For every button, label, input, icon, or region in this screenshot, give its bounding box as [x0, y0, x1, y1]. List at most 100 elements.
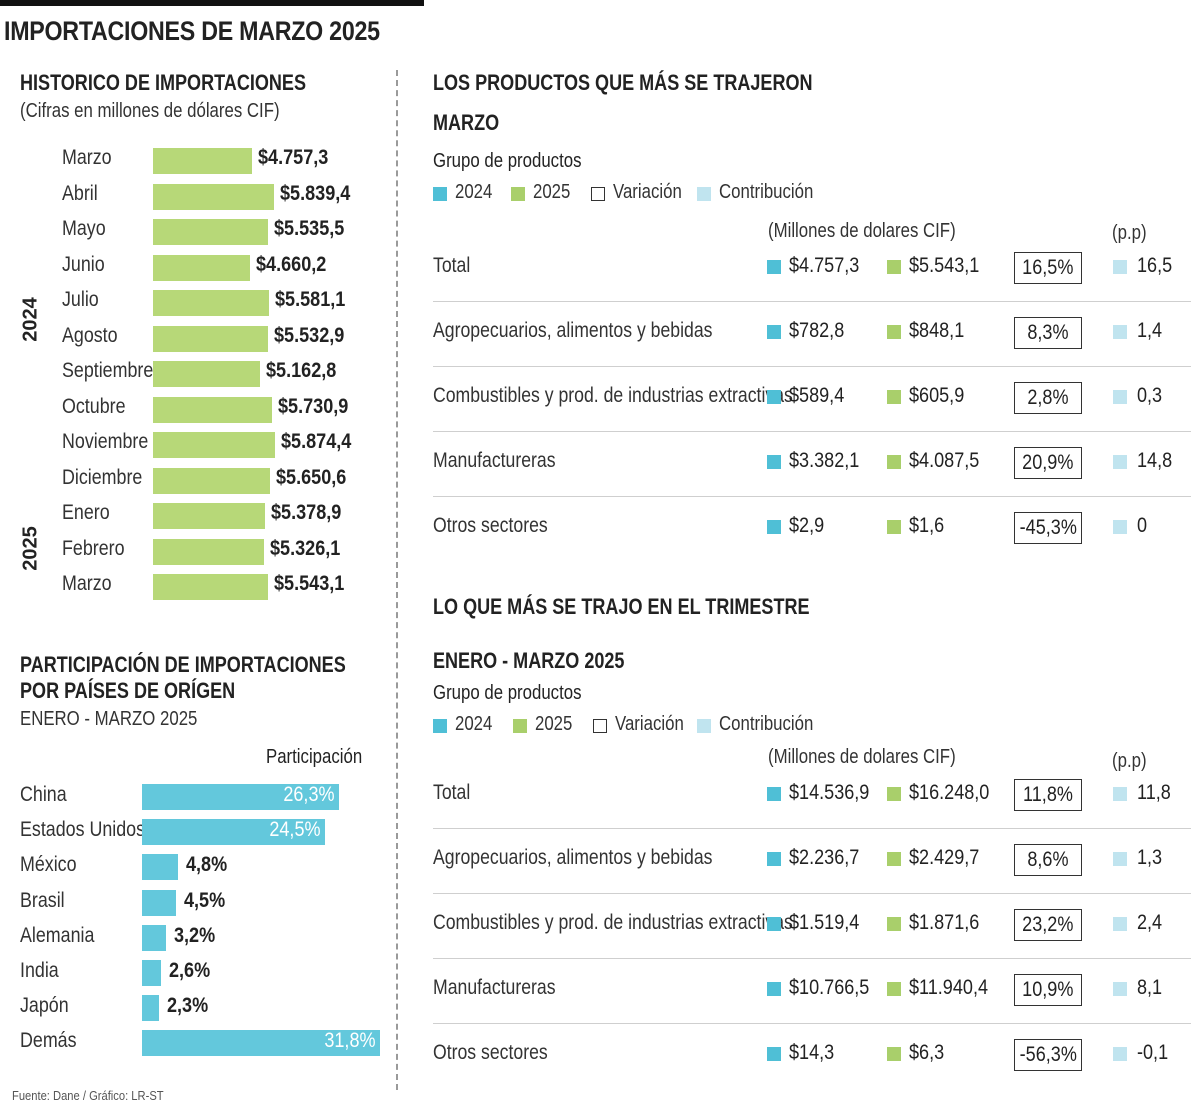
legend-label-2024: 2024 [455, 713, 493, 735]
country-row: Brasil 4,5% [20, 887, 390, 921]
countries-title-line1: PARTICIPACIÓN DE IMPORTACIONES [20, 652, 346, 677]
variation-box: 16,5% [1014, 252, 1082, 284]
swatch-contribution [1113, 260, 1127, 274]
country-row: Estados Unidos 24,5% [20, 816, 390, 850]
variation-box: -45,3% [1014, 512, 1082, 544]
value-2025: $1,6 [909, 514, 945, 537]
legend-label-2024: 2024 [455, 181, 493, 203]
swatch-2024 [767, 390, 781, 404]
contribution-value: 0,3 [1137, 384, 1163, 407]
value-2025: $2.429,7 [909, 846, 980, 869]
month-label: Noviembre [62, 430, 149, 453]
variation-value: 16,5% [1022, 256, 1074, 279]
table-row: Combustibles y prod. de industrias extra… [433, 895, 1191, 959]
country-value: 3,2% [174, 923, 216, 947]
history-value: $5.378,9 [271, 501, 342, 524]
country-bar [142, 889, 176, 916]
swatch-contribution [1113, 390, 1127, 404]
column-divider [396, 70, 398, 1090]
country-bar [142, 784, 339, 810]
table-row: Otros sectores $14,3 $6,3 -56,3% -0,1 [433, 1025, 1191, 1089]
table-row: Manufactureras $3.382,1 $4.087,5 20,9% 14,8 [433, 433, 1191, 497]
history-value: $5.730,9 [278, 394, 349, 418]
swatch-2024 [767, 917, 781, 931]
quarter-subtitle: ENERO - MARZO 2025 [433, 648, 625, 673]
value-2024: $589,4 [789, 384, 845, 407]
history-row: Enero $5.378,9 [62, 499, 392, 533]
table-row: Agropecuarios, alimentos y bebidas $782,8… [433, 303, 1191, 367]
country-label: Estados Unidos [20, 818, 146, 842]
countries-subtitle: ENERO - MARZO 2025 [20, 708, 198, 730]
row-name: Otros sectores [433, 1041, 548, 1064]
contribution-value: 14,8 [1137, 449, 1173, 472]
variation-value: 23,2% [1022, 913, 1074, 936]
history-row: Julio $5.581,1 [62, 286, 392, 320]
swatch-2024 [767, 787, 781, 801]
swatch-2025 [887, 260, 901, 274]
swatch-contribution [1113, 520, 1127, 534]
value-2024: $10.766,5 [789, 976, 870, 999]
contribution-value: 1,3 [1137, 846, 1163, 869]
contribution-value: 11,8 [1137, 781, 1171, 804]
contribution-value: 0 [1137, 514, 1148, 537]
swatch-2024 [767, 455, 781, 469]
table-row: Otros sectores $2,9 $1,6 -45,3% 0 [433, 498, 1191, 562]
history-value: $5.162,8 [266, 359, 337, 382]
row-name: Agropecuarios, alimentos y bebidas [433, 319, 713, 342]
country-row: China 26,3% [20, 781, 390, 815]
row-name: Otros sectores [433, 514, 548, 537]
value-2024: $14.536,9 [789, 781, 870, 804]
history-title: HISTORICO DE IMPORTACIONES [20, 70, 307, 95]
history-bar [153, 325, 268, 352]
variation-box: 10,9% [1014, 974, 1082, 1006]
history-value: $5.874,4 [281, 430, 352, 453]
variation-box: 2,8% [1014, 382, 1082, 414]
country-value: 26,3% [283, 783, 335, 806]
history-subtitle: (Cifras en millones de dólares CIF) [20, 100, 280, 122]
month-label: Julio [62, 288, 99, 311]
variation-box: 8,6% [1014, 844, 1082, 876]
value-2024: $3.382,1 [789, 449, 860, 472]
row-name: Combustibles y prod. de industrias extra… [433, 911, 793, 934]
year-label-2025: 2025 [19, 526, 42, 571]
variation-value: 8,6% [1027, 848, 1069, 871]
swatch-contribution [1113, 1047, 1127, 1061]
swatch-2025 [887, 787, 901, 801]
month-label: Agosto [62, 323, 118, 347]
value-2025: $4.087,5 [909, 449, 980, 472]
history-row: Abril $5.839,4 [62, 180, 392, 214]
legend-swatch-variation [591, 187, 605, 201]
swatch-2024 [767, 325, 781, 339]
quarter-pp-header: (p.p) [1112, 750, 1147, 772]
legend-swatch-variation [593, 719, 607, 733]
swatch-2025 [887, 390, 901, 404]
country-row: Alemania 3,2% [20, 922, 390, 956]
swatch-2025 [887, 917, 901, 931]
history-row: Junio $4.660,2 [62, 251, 392, 285]
row-name: Total [433, 781, 471, 804]
month-label: Abril [62, 181, 98, 205]
country-value: 2,6% [169, 959, 211, 982]
march-title: LOS PRODUCTOS QUE MÁS SE TRAJERON [433, 70, 813, 95]
month-label: Marzo [62, 146, 112, 169]
year-label-2024: 2024 [19, 297, 42, 342]
country-row: India 2,6% [20, 957, 390, 991]
history-row: Agosto $5.532,9 [62, 322, 392, 356]
march-legend: 2024 2025 Variación Contribución [433, 181, 853, 207]
variation-value: 10,9% [1022, 978, 1074, 1001]
country-bar [142, 924, 166, 951]
country-value: 24,5% [269, 818, 321, 842]
history-value: $5.839,4 [280, 181, 351, 205]
legend-label-contribution: Contribución [719, 713, 814, 735]
variation-box: 11,8% [1014, 779, 1082, 811]
swatch-2024 [767, 1047, 781, 1061]
variation-box: 8,3% [1014, 317, 1082, 349]
march-pp-header: (p.p) [1112, 222, 1147, 244]
value-2024: $14,3 [789, 1041, 835, 1064]
swatch-2024 [767, 520, 781, 534]
country-label: Japón [20, 994, 69, 1018]
history-value: $5.535,5 [274, 217, 345, 240]
variation-box: 20,9% [1014, 447, 1082, 479]
legend-swatch-contribution [697, 187, 711, 201]
top-rule [0, 0, 424, 6]
